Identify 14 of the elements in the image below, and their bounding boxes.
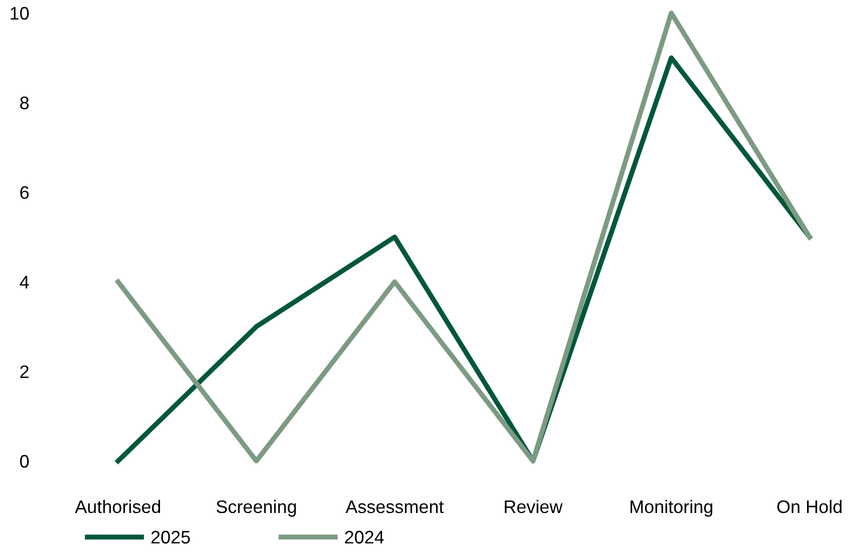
y-tick-label: 6 [20, 186, 29, 199]
legend-label: 2024 [345, 530, 384, 544]
y-tick-label: 0 [20, 454, 29, 468]
y-tick-label: 8 [20, 96, 29, 110]
y-tick-label: 2 [20, 365, 29, 378]
x-tick-label: Screening [216, 500, 296, 517]
y-tick-label: 10 [10, 6, 29, 20]
x-tick-label: Assessment [346, 500, 444, 514]
x-tick-label: Authorised [74, 500, 160, 514]
x-tick-label: Review [504, 500, 563, 514]
legend-label: 2025 [151, 530, 190, 544]
x-tick-label: On Hold [777, 500, 842, 514]
x-tick-label: Monitoring [630, 500, 712, 517]
y-tick-label: 4 [20, 276, 29, 288]
